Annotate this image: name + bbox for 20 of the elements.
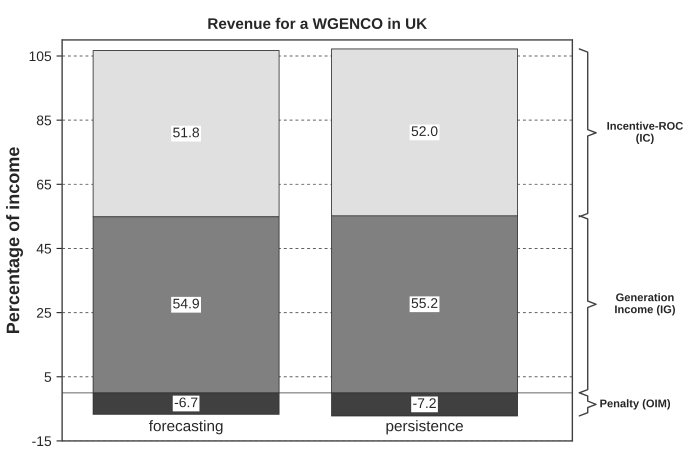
data-label: 52.0 <box>412 126 438 136</box>
data-label: -7.2 <box>413 398 436 408</box>
data-label: 55.2 <box>412 298 438 308</box>
y-axis-title: Percentage of income <box>6 147 23 334</box>
y-tick-label: 85 <box>36 115 52 126</box>
y-tick-label: 45 <box>36 244 52 254</box>
data-label: -6.7 <box>174 397 198 408</box>
x-tick-label: persistence <box>386 420 463 434</box>
y-tick-label: -15 <box>32 436 52 446</box>
y-tick-label: 105 <box>30 51 52 62</box>
data-label: 51.8 <box>173 128 200 138</box>
chart-title: Revenue for a WGENCO in UK <box>208 18 428 29</box>
legend-label: Penalty (OIM) <box>600 399 670 410</box>
x-tick-label: forecasting <box>148 420 222 434</box>
text: Generation Income (IG) <box>615 293 675 316</box>
y-tick-label: 65 <box>36 180 52 190</box>
y-tick-label: 5 <box>44 372 52 382</box>
text: Incentive-ROC (IC) <box>607 122 683 144</box>
y-tick-label: 25 <box>36 308 52 318</box>
data-label: 54.9 <box>173 298 199 308</box>
